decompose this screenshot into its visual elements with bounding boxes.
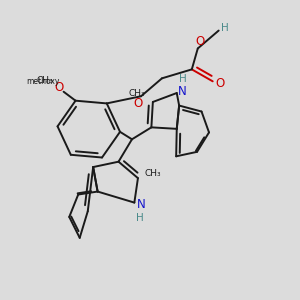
- Text: N: N: [178, 85, 187, 98]
- Text: O: O: [55, 81, 64, 94]
- Text: H: H: [136, 213, 144, 223]
- Text: O: O: [215, 77, 225, 90]
- Text: CH₃: CH₃: [145, 169, 161, 178]
- Text: O: O: [134, 97, 143, 110]
- Text: CH₃: CH₃: [37, 76, 53, 85]
- Text: H: H: [221, 22, 229, 33]
- Text: H: H: [179, 74, 187, 84]
- Text: CH₃: CH₃: [128, 89, 145, 98]
- Text: N: N: [136, 199, 145, 212]
- Text: methoxy: methoxy: [26, 77, 59, 86]
- Text: O: O: [196, 34, 205, 47]
